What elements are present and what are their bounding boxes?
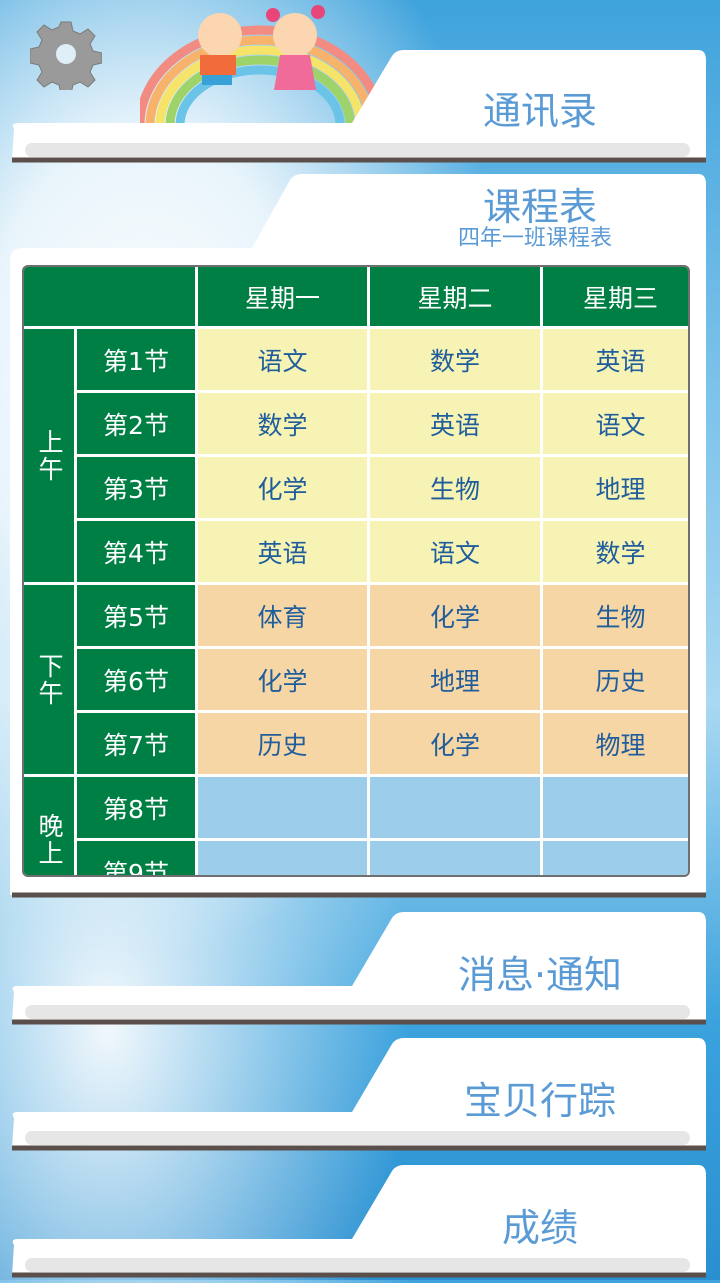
class-cell[interactable] [370,841,540,875]
tab-card-shape [12,50,706,163]
class-cell[interactable]: 数学 [198,393,367,454]
schedule-label[interactable]: 课程表 [482,185,597,229]
contacts-label[interactable]: 通讯录 [482,89,597,133]
tracking-label[interactable]: 宝贝行踪 [463,1079,616,1123]
class-cell[interactable]: 化学 [198,457,367,518]
menu-contacts[interactable]: 通讯录 [0,48,720,168]
period-label: 第7节 [77,713,195,774]
class-cell[interactable] [370,777,540,838]
menu-grades[interactable]: 成绩 [0,1163,720,1283]
class-cell[interactable] [543,777,688,838]
day-header: 星期三 [543,267,688,326]
class-cell[interactable] [198,777,367,838]
class-cell[interactable]: 英语 [370,393,540,454]
class-cell[interactable] [198,841,367,875]
day-header: 星期二 [370,267,540,326]
group-evening: 晚上 [24,777,74,875]
class-cell[interactable]: 体育 [198,585,367,646]
schedule-subtitle: 四年一班课程表 [457,226,612,251]
grades-label[interactable]: 成绩 [501,1206,578,1250]
period-label: 第9节 [77,841,195,875]
menu-messages[interactable]: 消息·通知 [0,910,720,1030]
period-label: 第2节 [77,393,195,454]
corner-cell [24,267,195,326]
class-cell[interactable]: 地理 [543,457,688,518]
class-cell[interactable]: 语文 [198,329,367,390]
class-cell[interactable]: 化学 [370,585,540,646]
class-cell[interactable]: 数学 [543,521,688,582]
timetable: 星期一 星期二 星期三 上午 下午 晚上 第1节 语文 数学 英语 第2节 数学… [22,265,690,877]
group-morning: 上午 [24,329,74,582]
messages-label[interactable]: 消息·通知 [457,953,623,997]
gear-icon[interactable] [30,18,102,90]
class-cell[interactable]: 物理 [543,713,688,774]
class-cell[interactable]: 数学 [370,329,540,390]
class-cell[interactable]: 生物 [543,585,688,646]
menu-tracking[interactable]: 宝贝行踪 [0,1036,720,1156]
day-header: 星期一 [198,267,367,326]
class-cell[interactable]: 化学 [370,713,540,774]
period-label: 第5节 [77,585,195,646]
class-cell[interactable]: 英语 [543,329,688,390]
group-afternoon: 下午 [24,585,74,774]
tab-card-shape [12,912,706,1025]
class-cell[interactable]: 地理 [370,649,540,710]
period-label: 第6节 [77,649,195,710]
tab-card-shape [12,1165,706,1278]
class-cell[interactable]: 历史 [198,713,367,774]
class-cell[interactable]: 语文 [370,521,540,582]
class-cell[interactable]: 化学 [198,649,367,710]
period-label: 第8节 [77,777,195,838]
class-cell[interactable]: 历史 [543,649,688,710]
kids-rainbow-banner [140,5,380,125]
class-cell[interactable]: 语文 [543,393,688,454]
class-cell[interactable] [543,841,688,875]
period-label: 第4节 [77,521,195,582]
class-cell[interactable]: 生物 [370,457,540,518]
class-cell[interactable]: 英语 [198,521,367,582]
period-label: 第3节 [77,457,195,518]
period-label: 第1节 [77,329,195,390]
tab-card-shape [12,1038,706,1151]
